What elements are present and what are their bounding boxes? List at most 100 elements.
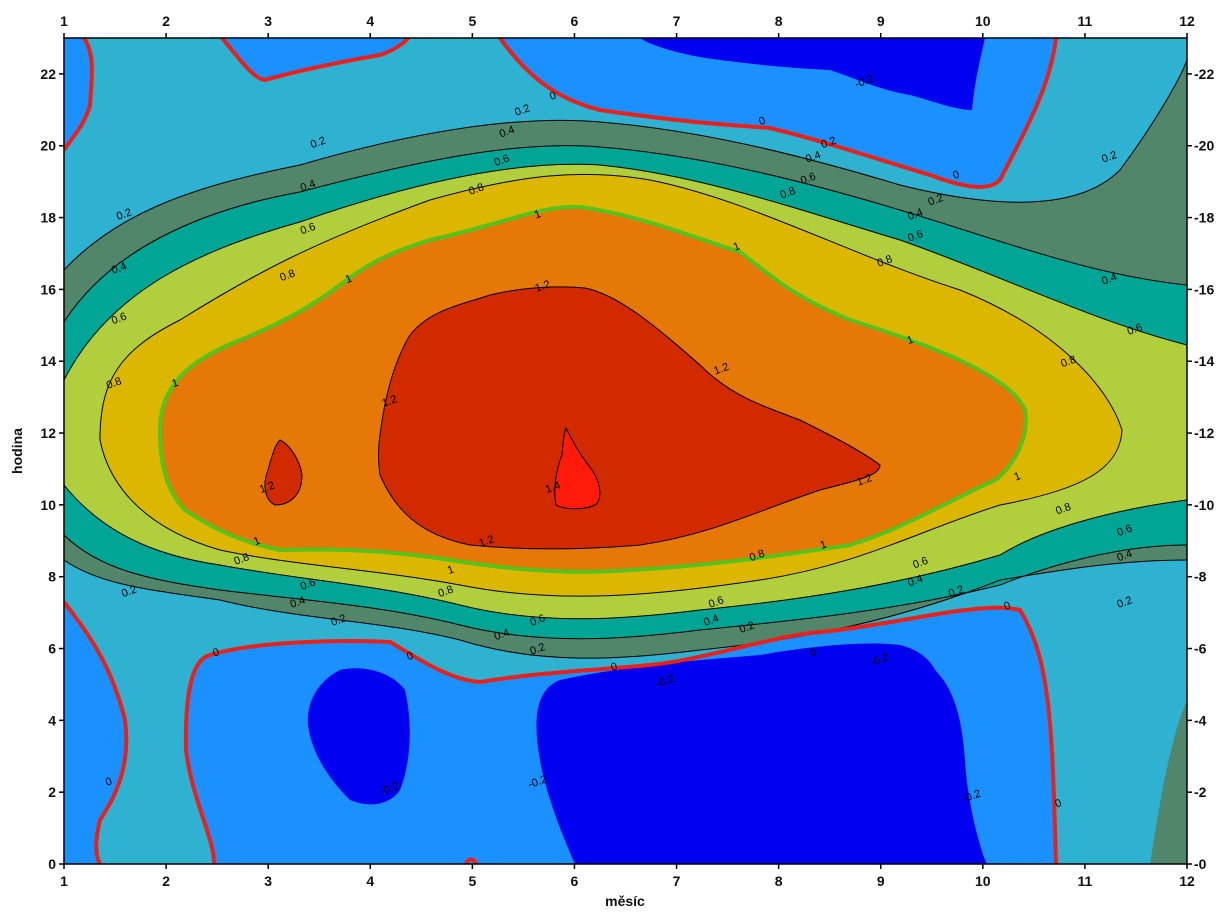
contour-label: 1.2 [380, 393, 398, 410]
contour-label: 0.4 [110, 260, 128, 277]
contour-label: 0.2 [927, 192, 945, 209]
contour-label: 0.8 [1054, 501, 1072, 518]
x-tick-label-top: 12 [1179, 13, 1195, 29]
contour-label: 0.2 [819, 135, 837, 152]
x-axis-label: měsíc [605, 893, 645, 909]
contour-label: 0.6 [299, 221, 317, 238]
contour-label: 0.2 [309, 135, 327, 152]
contour-label: 0.6 [528, 612, 546, 629]
y-tick-label-left: 22 [40, 66, 56, 82]
contour-label: 0 [1053, 797, 1063, 810]
y-tick-label-left: 10 [40, 497, 56, 513]
x-tick-label-top: 6 [571, 13, 579, 29]
y-tick-label-right: -10 [1194, 497, 1214, 513]
contour-label: 0 [951, 169, 961, 182]
contour-label: 0.4 [906, 573, 924, 590]
contour-label: 1 [533, 208, 543, 221]
contour-label: 0.4 [804, 149, 822, 166]
contour-label: 0.6 [1115, 523, 1133, 540]
x-tick-label-bottom: 2 [162, 873, 170, 889]
contour-label: 0.8 [467, 181, 485, 198]
contour-line-0.4 [64, 145, 1187, 323]
y-tick-label-right: -16 [1194, 281, 1214, 297]
contour-label: 0.8 [437, 584, 455, 601]
band-min-island [307, 668, 410, 805]
y-tick-label-left: 14 [40, 353, 56, 369]
contour-label: 0.2 [528, 641, 546, 658]
contour-label: 1.2 [855, 472, 873, 489]
contour-label: 0.4 [702, 612, 720, 629]
x-tick-label-top: 2 [162, 13, 170, 29]
x-tick-label-top: 5 [468, 13, 476, 29]
contour-label: 0 [808, 646, 818, 659]
contour-label: 0 [405, 650, 415, 663]
contour-label: 0.4 [299, 178, 317, 195]
x-tick-label-bottom: 7 [673, 873, 681, 889]
plot-frame [63, 37, 1188, 865]
y-tick-label-right: -0 [1194, 856, 1207, 872]
contour-label: 0.2 [115, 206, 133, 223]
contour-label: 1 [446, 564, 456, 577]
contour-line-0-top [498, 38, 1058, 189]
contour-label: 0.6 [906, 228, 924, 245]
contour-label: 0.2 [329, 612, 347, 629]
y-tick-label-left: 6 [48, 641, 56, 657]
contour-line-0-top-left [64, 38, 94, 152]
contour-fill-layer [64, 38, 1187, 864]
y-axis-label: hodina [9, 428, 25, 474]
contour-line-0.8 [99, 173, 1123, 597]
contour-label: 0 [757, 115, 767, 128]
contour-label: 1 [732, 240, 742, 253]
x-tick-label-bottom: 5 [468, 873, 476, 889]
x-tick-label-bottom: 9 [877, 873, 885, 889]
contour-line-0.2-low [64, 559, 1187, 659]
contour-label: 0.8 [278, 268, 296, 285]
contour-label: 0 [211, 646, 221, 659]
y-tick-label-left: 16 [40, 281, 56, 297]
x-tick-label-top: 11 [1078, 13, 1093, 29]
contour-label: 0 [609, 661, 619, 674]
y-tick-label-right: -22 [1194, 66, 1214, 82]
x-tick-label-top: 1 [60, 13, 68, 29]
band-neg-top-mid [222, 38, 408, 80]
contour-line-0-bottom [64, 600, 129, 864]
x-tick-label-bottom: 6 [571, 873, 579, 889]
contour-label: 0.8 [876, 253, 894, 270]
contour-label: 1.2 [712, 361, 730, 378]
contour-label: 0 [548, 90, 558, 103]
contour-label: 1.2 [258, 479, 276, 496]
band-1.4-peak [554, 428, 600, 509]
y-tick-label-right: -4 [1194, 712, 1207, 728]
contour-line-1 [157, 204, 1028, 574]
contour-line-0-top-mid [220, 38, 410, 83]
contour-label: 0.4 [498, 124, 516, 141]
y-tick-label-right: -14 [1194, 353, 1214, 369]
contour-label: 0.6 [1126, 321, 1144, 338]
y-tick-label-left: 4 [48, 712, 56, 728]
x-tick-label-bottom: 1 [60, 873, 68, 889]
x-tick-label-top: 10 [975, 13, 991, 29]
x-tick-label-bottom: 10 [975, 873, 991, 889]
y-tick-label-left: 18 [40, 210, 56, 226]
contour-label: 0.6 [911, 555, 929, 572]
band-1.2-1.4-main [378, 286, 880, 549]
y-tick-label-right: -8 [1194, 569, 1207, 585]
contour-label: 0.8 [748, 548, 766, 565]
contour-label: 1.2 [534, 278, 552, 295]
contour-label: 0.4 [289, 594, 307, 611]
band-min-bottom [536, 643, 987, 864]
contour-label: 0.2 [513, 102, 531, 119]
contour-label: 1 [819, 538, 829, 551]
contour-line-0.6-low [64, 484, 1187, 620]
contour-line-1.2-island [264, 439, 303, 506]
contour-label: 1.2 [477, 533, 495, 550]
contour-label: 0 [1002, 600, 1012, 613]
contour-line-0.2 [64, 59, 1187, 271]
contour-line-layer [64, 38, 1187, 864]
contour-label: 0 [104, 775, 114, 788]
x-tick-label-bottom: 8 [775, 873, 783, 889]
contour-label: 1.4 [544, 479, 562, 496]
x-tick-label-top: 7 [673, 13, 681, 29]
contour-label: 0.6 [493, 153, 511, 170]
